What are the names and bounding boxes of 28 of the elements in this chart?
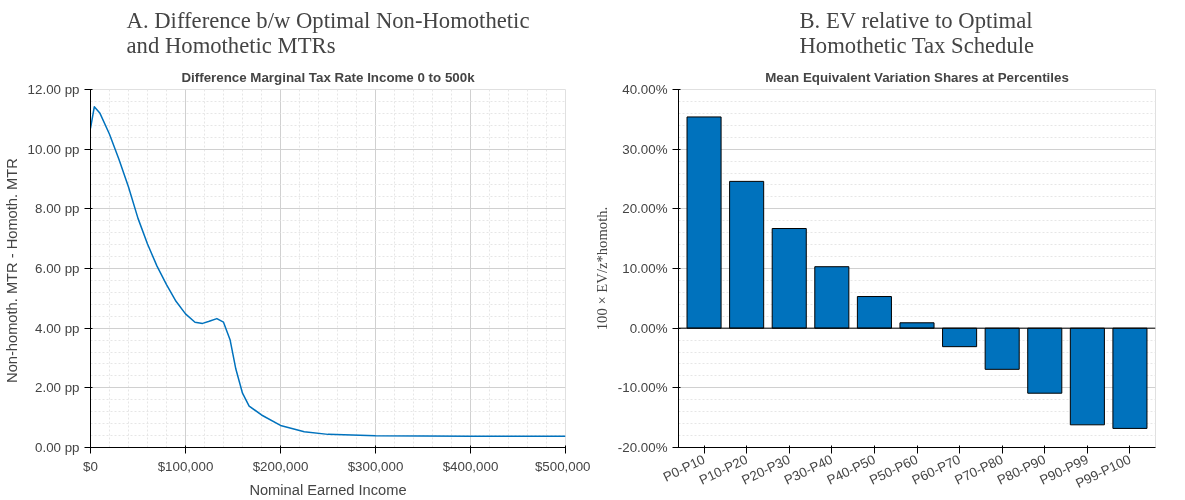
x-tick-label: $0 — [83, 458, 98, 474]
y-tick-label: 0.00% — [629, 320, 668, 336]
x-tick-label: $500,000 — [534, 458, 591, 474]
x-tick-label: $300,000 — [347, 458, 404, 474]
y-tick-label: 8.00 pp — [35, 201, 80, 217]
y-tick-label: 10.00 pp — [27, 141, 80, 157]
y-tick-label: -10.00% — [617, 380, 668, 396]
y-tick-label: 2.00 pp — [35, 380, 80, 396]
y-tick-label: 12.00 pp — [27, 82, 80, 97]
y-tick-label: 4.00 pp — [35, 320, 80, 336]
chart-subtitle: Difference Marginal Tax Rate Income 0 to 500k — [181, 69, 476, 85]
y-tick-label: 10.00% — [622, 261, 668, 276]
line-series — [90, 106, 566, 437]
y-tick-label: 30.00% — [622, 141, 668, 157]
chart-title: A. Difference b/w Optimal Non-Homothetic and Homothetic MTRs — [126, 7, 530, 58]
y-tick-label: 6.00 pp — [35, 261, 80, 276]
chart-title: B. EV relative to Optimal Homothetic Tax Schedule — [799, 7, 1035, 58]
y-axis-title: Non-homoth. MTR - Homoth. MTR — [3, 158, 20, 383]
chart-subtitle: Mean Equivalent Variation Shares at Percentiles — [765, 69, 1069, 85]
x-tick-label: $400,000 — [442, 458, 499, 474]
y-tick-label: 20.00% — [622, 201, 668, 217]
y-axis-title: 100 × EV/z*homoth. — [593, 206, 610, 331]
y-tick-label: -20.00% — [617, 440, 668, 455]
x-tick-label: $200,000 — [252, 458, 309, 474]
x-axis-title: Nominal Earned Income — [249, 481, 407, 498]
x-tick-label: $100,000 — [157, 458, 214, 474]
y-tick-label: 40.00% — [622, 82, 668, 97]
y-tick-label: 0.00 pp — [35, 440, 80, 455]
